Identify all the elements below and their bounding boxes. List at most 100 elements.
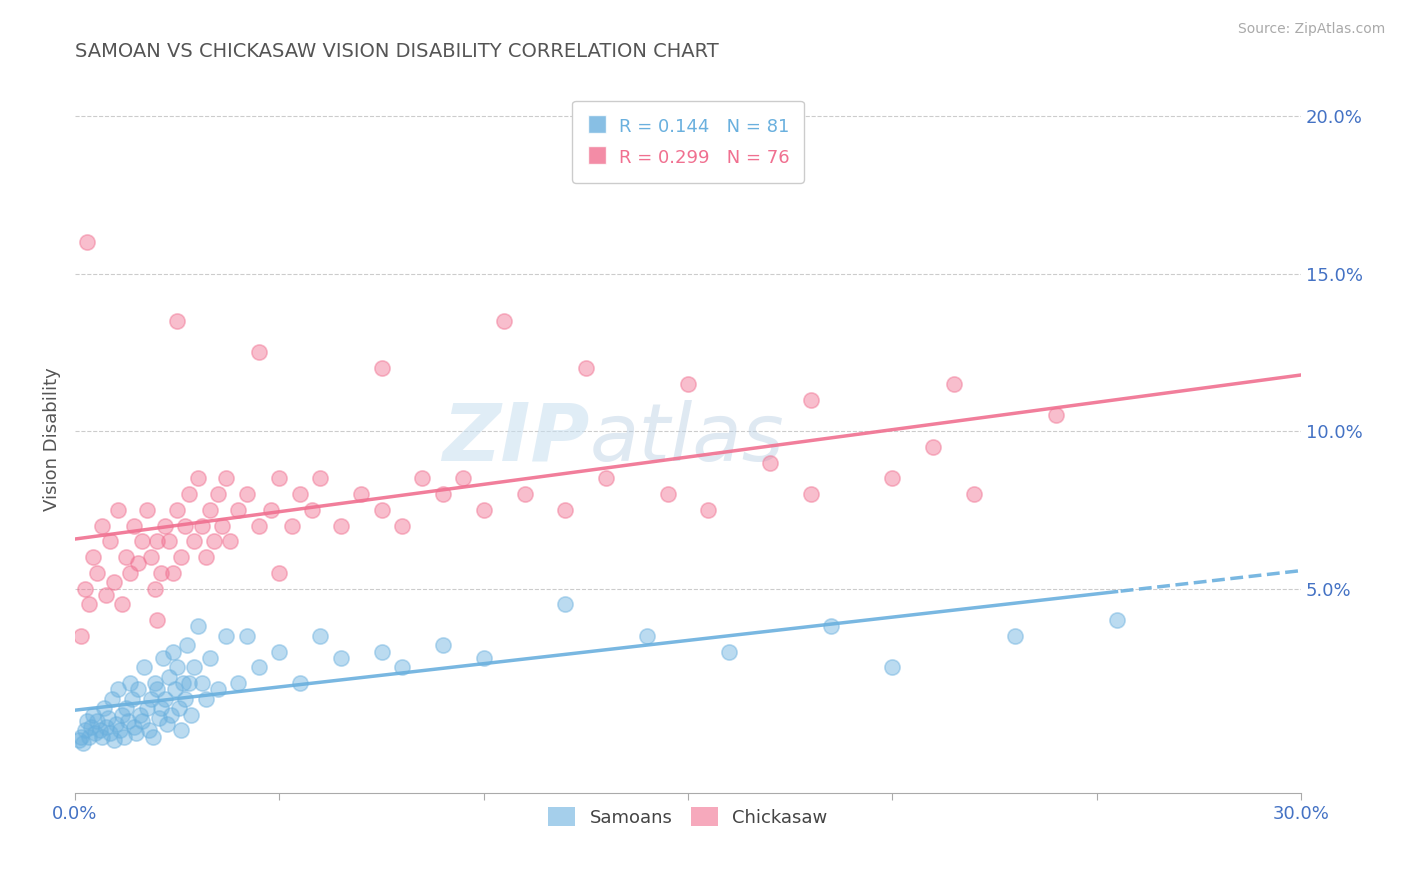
Point: [800, 392, 823, 407]
Text: ZIP: ZIP: [443, 400, 591, 478]
Point: [391, 518, 413, 533]
Point: [595, 471, 617, 485]
Point: [72, 736, 94, 750]
Point: [180, 707, 202, 722]
Point: [513, 487, 536, 501]
Point: [120, 676, 142, 690]
Point: [94, 720, 117, 734]
Point: [134, 660, 156, 674]
Point: [198, 503, 221, 517]
Point: [194, 691, 217, 706]
Point: [370, 361, 392, 376]
Point: [190, 676, 212, 690]
Point: [172, 676, 194, 690]
Point: [554, 598, 576, 612]
Point: [198, 651, 221, 665]
Point: [1045, 409, 1067, 423]
Point: [75, 723, 97, 738]
Point: [260, 503, 283, 517]
Point: [494, 314, 516, 328]
Point: [90, 730, 112, 744]
Point: [820, 619, 842, 633]
Point: [143, 676, 166, 690]
Point: [86, 566, 108, 580]
Point: [89, 723, 111, 738]
Point: [370, 503, 392, 517]
Point: [162, 566, 184, 580]
Point: [432, 487, 454, 501]
Point: [145, 613, 167, 627]
Point: [717, 644, 740, 658]
Point: [103, 732, 125, 747]
Point: [170, 550, 193, 565]
Point: [76, 235, 98, 249]
Point: [235, 487, 257, 501]
Point: [183, 534, 205, 549]
Point: [280, 518, 302, 533]
Point: [82, 707, 104, 722]
Point: [269, 644, 291, 658]
Point: [170, 723, 193, 738]
Point: [162, 644, 184, 658]
Point: [149, 566, 172, 580]
Point: [131, 534, 153, 549]
Point: [247, 518, 270, 533]
Point: [153, 518, 176, 533]
Text: atlas: atlas: [591, 400, 785, 478]
Point: [142, 730, 165, 744]
Point: [152, 651, 174, 665]
Point: [676, 376, 699, 391]
Point: [153, 691, 176, 706]
Point: [269, 471, 291, 485]
Point: [70, 629, 93, 643]
Point: [194, 550, 217, 565]
Point: [115, 701, 138, 715]
Point: [179, 676, 201, 690]
Point: [94, 588, 117, 602]
Point: [942, 376, 965, 391]
Point: [309, 471, 332, 485]
Point: [75, 582, 97, 596]
Point: [301, 503, 323, 517]
Point: [190, 518, 212, 533]
Point: [215, 629, 238, 643]
Point: [139, 550, 162, 565]
Point: [166, 503, 188, 517]
Point: [143, 582, 166, 596]
Point: [101, 691, 124, 706]
Point: [90, 518, 112, 533]
Point: [127, 557, 149, 571]
Point: [121, 691, 143, 706]
Point: [202, 534, 225, 549]
Point: [187, 619, 209, 633]
Point: [79, 730, 101, 744]
Point: [86, 714, 108, 728]
Point: [139, 691, 162, 706]
Point: [247, 345, 270, 359]
Point: [157, 670, 180, 684]
Point: [187, 471, 209, 485]
Text: SAMOAN VS CHICKASAW VISION DISABILITY CORRELATION CHART: SAMOAN VS CHICKASAW VISION DISABILITY CO…: [75, 42, 718, 61]
Text: Source: ZipAtlas.com: Source: ZipAtlas.com: [1237, 22, 1385, 37]
Point: [166, 314, 188, 328]
Legend: Samoans, Chickasaw: Samoans, Chickasaw: [541, 800, 835, 834]
Point: [70, 730, 93, 744]
Point: [174, 691, 197, 706]
Point: [67, 732, 90, 747]
Point: [149, 701, 172, 715]
Point: [98, 726, 121, 740]
Point: [145, 534, 167, 549]
Point: [451, 471, 474, 485]
Point: [148, 711, 170, 725]
Point: [758, 456, 780, 470]
Point: [120, 566, 142, 580]
Point: [98, 534, 121, 549]
Point: [156, 717, 179, 731]
Point: [1004, 629, 1026, 643]
Point: [922, 440, 945, 454]
Point: [207, 682, 229, 697]
Point: [176, 638, 198, 652]
Point: [84, 726, 107, 740]
Point: [657, 487, 679, 501]
Point: [1107, 613, 1129, 627]
